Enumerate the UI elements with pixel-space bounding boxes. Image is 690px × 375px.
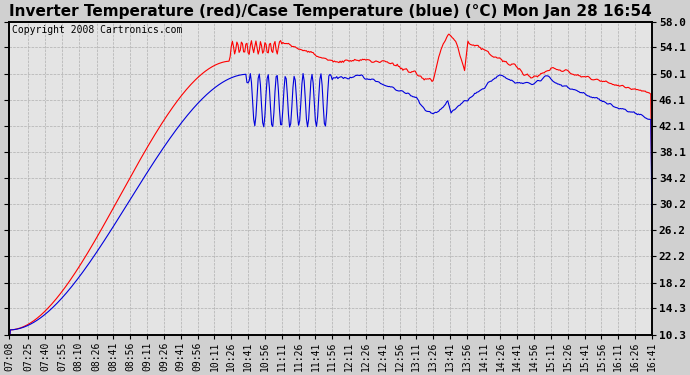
Title: Inverter Temperature (red)/Case Temperature (blue) (°C) Mon Jan 28 16:54: Inverter Temperature (red)/Case Temperat… [9,4,652,19]
Text: Copyright 2008 Cartronics.com: Copyright 2008 Cartronics.com [12,25,183,35]
